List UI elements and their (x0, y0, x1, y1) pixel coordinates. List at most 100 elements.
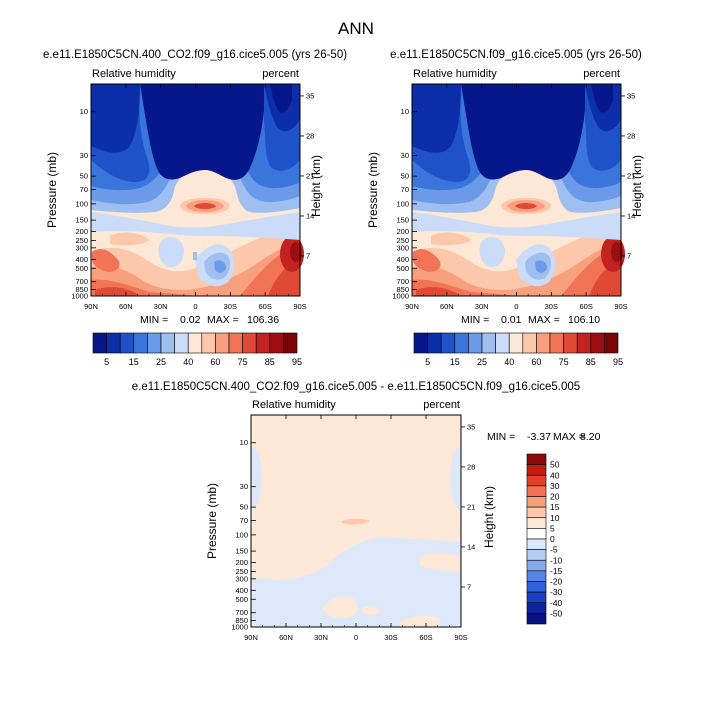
panel-2-colorbar-swatch (440, 332, 456, 354)
panel-2-colorbar-label: 25 (477, 357, 487, 367)
panel-2-y-axis-right-label: Height (km) (630, 155, 644, 217)
panel-3-colorbar-label: -30 (550, 587, 563, 597)
panel-3-contour-field (251, 415, 461, 627)
panel-3-colorbar-swatch (526, 591, 547, 604)
panel-1-x-tick-label: 90N (84, 302, 98, 311)
panel-3-colorbar-swatch (526, 581, 547, 593)
panel-1-colorbar-label: 25 (156, 357, 166, 367)
panel-1-colorbar-swatch (255, 332, 271, 354)
panel-1-colorbar-label: 15 (129, 357, 139, 367)
panel-2-colorbar-swatch (427, 332, 442, 354)
panel-2-colorbar-label: 60 (531, 357, 541, 367)
panel-2-colorbar-label: 75 (559, 357, 569, 367)
panel-1-colorbar: 5 15 25 40 60 75 85 95 (92, 332, 302, 367)
panel-3-x-tick-label: 30S (384, 633, 397, 642)
panel-1-axes: 1030507010015020025030040050070085010003… (71, 84, 314, 311)
panel-1-x-tick-label: 0 (193, 302, 197, 311)
panel-3-colorbar-swatch (526, 453, 547, 465)
panel-2-y-tick-label: 150 (396, 216, 409, 225)
panel-3-title: e.e11.E1850C5CN.400_CO2.f09_g16.cice5.00… (132, 381, 580, 393)
panel-2-y-tick-label: 50 (401, 172, 409, 181)
panel-3-colorbar-swatch (526, 602, 547, 614)
panel-3-colorbar-label: -15 (550, 566, 563, 576)
panel-1-colorbar-swatch (187, 332, 203, 354)
panel-1-right-tick-label: 35 (306, 91, 314, 100)
panel-2-colorbar-label: 95 (613, 357, 623, 367)
panel-3-colorbar-swatch (526, 485, 547, 497)
panel-3-x-tick-label: 90N (244, 633, 258, 642)
panel-3-colorbar-swatch (526, 538, 547, 550)
panel-3-x-tick-label: 30N (314, 633, 328, 642)
panel-1-max-label: MAX = (207, 314, 239, 326)
panel-1-contour-field (91, 84, 304, 296)
panel-1-y-tick-label: 700 (75, 277, 88, 286)
panel-1-x-tick-label: 90S (293, 302, 306, 311)
panel-3-y-tick-label: 700 (235, 608, 248, 617)
panel-3-colorbar-swatch (526, 506, 547, 519)
panel-1-y-tick-label: 30 (80, 151, 88, 160)
figure-title: ANN (338, 19, 374, 38)
panel-3-y-tick-label: 10 (240, 438, 248, 447)
panel-2-colorbar-swatch (481, 332, 496, 354)
panel-2-colorbar-swatch (522, 332, 537, 354)
panel-1-y-tick-label: 400 (75, 255, 88, 264)
panel-1-colorbar-label: 95 (292, 357, 302, 367)
panel-2-colorbar-swatch (468, 332, 483, 354)
panel-2: e.e11.E1850C5CN.f09_g16.cice5.005 (yrs 2… (366, 49, 644, 367)
panel-1-y-tick-label: 250 (75, 236, 88, 245)
panel-2-x-tick-label: 60S (579, 302, 592, 311)
panel-1-colorbar-swatch (133, 332, 148, 354)
panel-3-x-tick-label: 90S (454, 633, 467, 642)
panel-1-x-tick-label: 30N (154, 302, 168, 311)
panel-2-colorbar-swatch (590, 332, 605, 354)
panel-2-y-tick-label: 200 (396, 227, 409, 236)
panel-1-y-axis-right-label: Height (km) (309, 155, 323, 217)
panel-2-units-label: percent (583, 68, 620, 80)
panel-1-x-tick-label: 30S (224, 302, 237, 311)
panel-2-y-tick-label: 1000 (392, 292, 409, 301)
panel-1-min-label: MIN = (140, 314, 168, 326)
panel-2-x-tick-label: 30S (545, 302, 558, 311)
panel-3-y-tick-label: 1000 (231, 623, 248, 632)
panel-2-right-tick-label: 7 (627, 251, 631, 260)
panel-2-axes: 1030507010015020025030040050070085010003… (392, 84, 635, 311)
panel-1-colorbar-swatch (119, 332, 135, 354)
panel-3-colorbar-label: 50 (550, 460, 560, 470)
panel-3-colorbar-label: -10 (550, 555, 563, 565)
panel-2-variable-label: Relative humidity (413, 68, 497, 80)
panel-2-y-tick-label: 500 (396, 264, 409, 273)
panel-1-colorbar-swatch (106, 332, 121, 354)
panel-2-max-label: MAX = (528, 314, 560, 326)
panel-3-y-tick-label: 850 (235, 616, 248, 625)
panel-3-colorbar-label: 5 (550, 523, 555, 533)
panel-1-colorbar-label: 75 (238, 357, 248, 367)
panel-3-colorbar-swatch (526, 496, 547, 508)
panel-3-right-tick-label: 28 (467, 462, 475, 471)
panel-2-colorbar-swatch (576, 332, 592, 354)
panel-2-colorbar-swatch (413, 332, 428, 354)
panel-1-colorbar-label: 85 (265, 357, 275, 367)
panel-3-y-tick-label: 70 (240, 516, 248, 525)
panel-3-colorbar-swatch (526, 549, 547, 561)
panel-1: e.e11.E1850C5CN.400_CO2.f09_g16.cice5.00… (43, 49, 347, 367)
panel-2-colorbar: 5 15 25 40 60 75 85 95 (413, 332, 623, 367)
panel-3-colorbar-label: 0 (550, 534, 555, 544)
panel-3-units-label: percent (423, 399, 460, 411)
panel-1-y-tick-label: 50 (80, 172, 88, 181)
panel-2-colorbar-swatch (563, 332, 578, 354)
panel-3-colorbar-label: -5 (550, 545, 558, 555)
panel-1-colorbar-swatch (283, 332, 298, 354)
panel-2-title: e.e11.E1850C5CN.f09_g16.cice5.005 (yrs 2… (390, 49, 642, 61)
panel-3-y-axis-label: Pressure (mb) (205, 483, 219, 559)
panel-3-colorbar-swatch (526, 464, 547, 476)
panel-3-colorbar-swatch (526, 559, 547, 572)
panel-1-right-tick-label: 21 (306, 171, 314, 180)
panel-2-y-tick-label: 300 (396, 243, 409, 252)
panel-1-colorbar-swatch (242, 332, 257, 354)
panel-3-y-tick-label: 250 (235, 567, 248, 576)
panel-2-y-tick-label: 10 (401, 107, 409, 116)
panel-3-axes: 1030507010015020025030040050070085010003… (231, 415, 475, 642)
panel-2-x-tick-label: 60N (440, 302, 454, 311)
panel-3-colorbar-label: 30 (550, 481, 560, 491)
